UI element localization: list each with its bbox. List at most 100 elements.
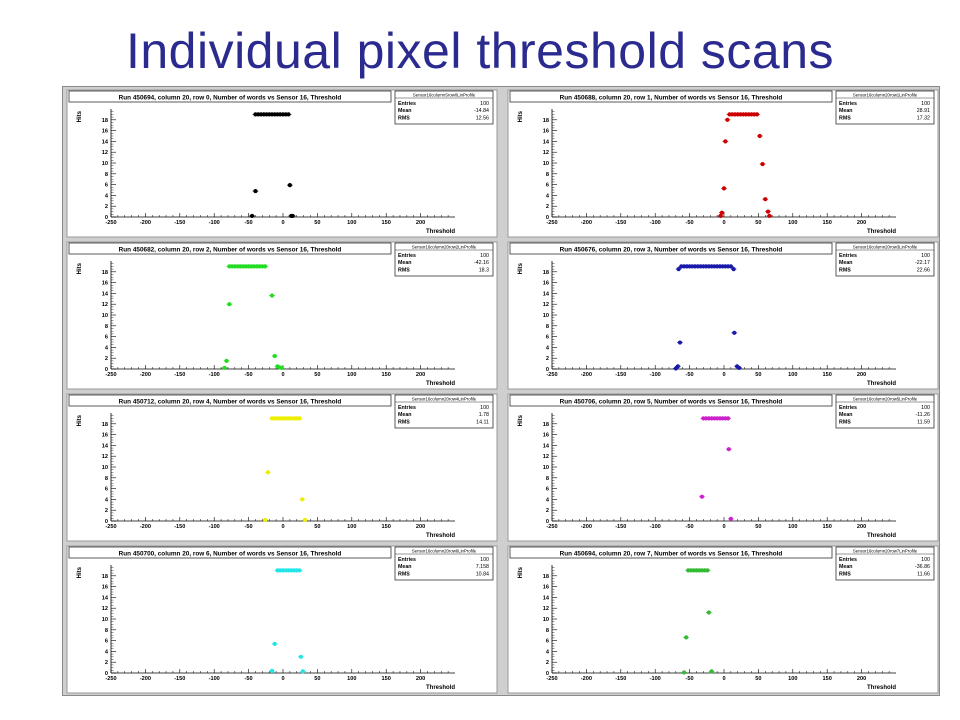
x-tick-label: 200: [416, 220, 425, 226]
x-axis-label: Threshold: [426, 685, 455, 691]
x-axis-label: Threshold: [867, 533, 896, 539]
stats-box: Sensor16column20row5LinProfile Entries 100…: [835, 394, 935, 429]
y-tick-label: 0: [105, 519, 108, 525]
x-tick-label: 50: [314, 676, 320, 682]
chart-title-box: [68, 394, 392, 407]
x-tick-label: -100: [650, 524, 661, 530]
stats-entries-label: Entries: [839, 101, 857, 107]
stats-mean-value: -36.86: [915, 564, 930, 570]
chart-title-box: [509, 394, 833, 407]
y-tick-label: 16: [543, 433, 549, 439]
stats-rms-value: 22.66: [917, 268, 930, 274]
y-tick-label: 0: [105, 215, 108, 221]
stats-name: Sensor16columnSrow0LinProfile: [413, 93, 476, 98]
y-tick-label: 12: [102, 302, 108, 308]
stats-mean-value: -42.16: [474, 260, 489, 266]
x-tick-label: 200: [416, 524, 425, 530]
x-tick-label: 150: [382, 220, 391, 226]
y-tick-label: 6: [105, 335, 108, 341]
stats-entries-value: 100: [480, 253, 489, 259]
y-tick-label: 2: [105, 356, 108, 362]
y-tick-label: 6: [546, 639, 549, 645]
x-tick-label: 50: [755, 220, 761, 226]
x-axis-label: Threshold: [426, 381, 455, 387]
stats-entries-label: Entries: [398, 101, 416, 107]
x-tick-label: -100: [209, 524, 220, 530]
stats-name: Sensor16column20row2LinProfile: [412, 245, 477, 250]
y-tick-label: 4: [105, 345, 109, 351]
y-tick-label: 6: [546, 335, 549, 341]
stats-rms-label: RMS: [398, 116, 410, 122]
y-tick-label: 8: [546, 476, 549, 482]
x-tick-label: -50: [245, 524, 253, 530]
y-tick-label: 16: [543, 281, 549, 287]
y-tick-label: 12: [543, 454, 549, 460]
y-tick-label: 10: [102, 465, 108, 471]
stats-rms-value: 17.32: [917, 116, 930, 122]
x-tick-label: 150: [823, 676, 832, 682]
x-tick-label: 100: [788, 372, 797, 378]
y-tick-label: 8: [546, 628, 549, 634]
y-tick-label: 14: [543, 595, 550, 601]
y-axis-label: Hits: [518, 414, 524, 426]
x-tick-label: -150: [615, 676, 626, 682]
stats-rms-label: RMS: [398, 420, 410, 426]
stats-box: Sensor16column20row1LinProfile Entries 100…: [835, 90, 935, 125]
x-tick-label: 100: [788, 220, 797, 226]
x-tick-label: -100: [650, 676, 661, 682]
x-tick-label: -250: [105, 220, 116, 226]
x-tick-label: 100: [347, 524, 356, 530]
y-tick-label: 0: [105, 367, 108, 373]
x-tick-label: -50: [686, 524, 694, 530]
y-axis-label: Hits: [518, 566, 524, 578]
x-tick-label: -250: [546, 220, 557, 226]
y-tick-label: 8: [546, 172, 549, 178]
x-tick-label: 150: [382, 676, 391, 682]
y-tick-label: 14: [543, 139, 550, 145]
y-tick-label: 4: [105, 649, 109, 655]
chart-3: Run 450676, column 20, row 3, Number of …: [507, 241, 939, 390]
x-tick-label: -250: [546, 676, 557, 682]
x-tick-label: -150: [174, 524, 185, 530]
x-tick-label: 0: [722, 372, 725, 378]
y-tick-label: 10: [543, 313, 549, 319]
chart-title-box: [509, 242, 833, 255]
x-tick-label: -200: [140, 372, 151, 378]
y-tick-label: 2: [105, 204, 108, 210]
stats-name: Sensor16column20row3LinProfile: [853, 245, 918, 250]
chart-title-box: [68, 242, 392, 255]
y-tick-label: 0: [546, 367, 549, 373]
stats-name: Sensor16column20row4LinProfile: [412, 397, 477, 402]
chart-title: Run 450700, column 20, row 6, Number of …: [119, 551, 342, 558]
y-tick-label: 8: [546, 324, 549, 330]
x-tick-label: 100: [347, 676, 356, 682]
stats-rms-value: 11.59: [917, 420, 930, 426]
y-tick-label: 4: [546, 345, 550, 351]
x-tick-label: 50: [755, 524, 761, 530]
y-tick-label: 18: [543, 270, 549, 276]
stats-entries-value: 100: [921, 101, 930, 107]
x-tick-label: -150: [174, 372, 185, 378]
y-tick-label: 16: [543, 585, 549, 591]
x-axis-label: Threshold: [426, 533, 455, 539]
chart-6: Run 450700, column 20, row 6, Number of …: [66, 545, 498, 694]
y-tick-label: 12: [543, 302, 549, 308]
y-tick-label: 8: [105, 628, 108, 634]
chart-title: Run 450694, column 20, row 7, Number of …: [560, 551, 783, 558]
x-tick-label: -50: [686, 220, 694, 226]
stats-mean-label: Mean: [839, 564, 853, 570]
stats-entries-label: Entries: [839, 557, 857, 563]
x-tick-label: 100: [788, 524, 797, 530]
stats-entries-value: 100: [480, 557, 489, 563]
x-tick-label: 50: [755, 676, 761, 682]
chart-title-box: [68, 90, 392, 103]
stats-entries-value: 100: [921, 557, 930, 563]
stats-mean-label: Mean: [839, 108, 853, 114]
plots-frame: Run 450694, column 20, row 0, Number of …: [62, 86, 940, 696]
y-tick-label: 4: [105, 497, 109, 503]
stats-entries-value: 100: [480, 101, 489, 107]
stats-rms-label: RMS: [839, 268, 851, 274]
stats-rms-label: RMS: [839, 572, 851, 578]
y-tick-label: 4: [546, 649, 550, 655]
x-tick-label: 200: [857, 676, 866, 682]
